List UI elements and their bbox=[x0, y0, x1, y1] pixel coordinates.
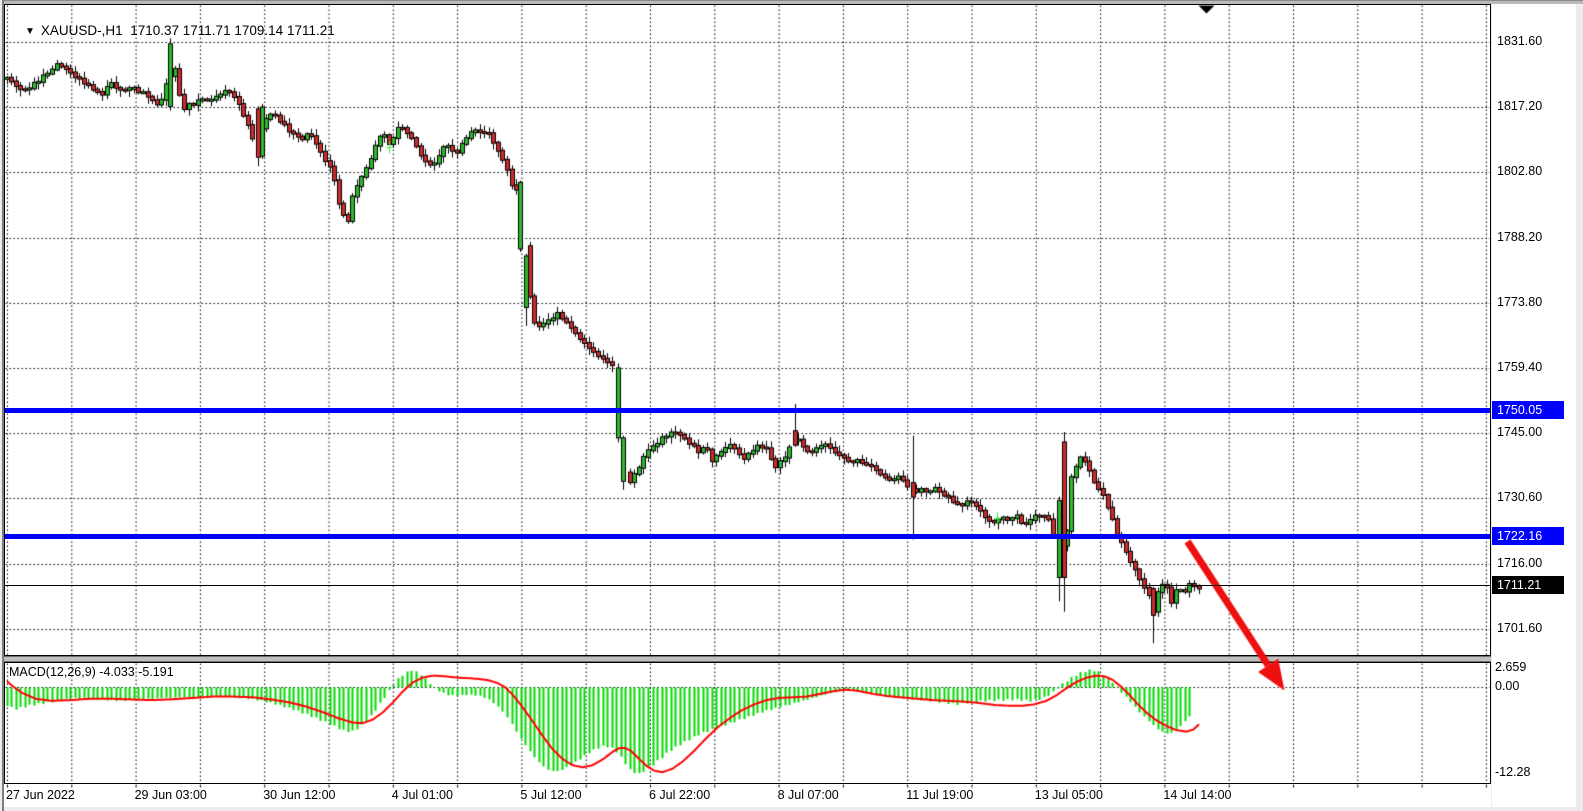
price-tick-label: 1788.20 bbox=[1497, 229, 1543, 244]
symbol-ohlc-overlay: ▼ XAUUSD-,H1 1710.37 1711.71 1709.14 1711… bbox=[10, 8, 335, 53]
resistance-line-1750[interactable] bbox=[5, 408, 1490, 413]
price-tick-label: 1745.00 bbox=[1497, 424, 1543, 439]
price-tick-label: 1831.60 bbox=[1497, 34, 1543, 48]
time-tick-label: 27 Jun 2022 bbox=[6, 788, 75, 802]
time-tick-label: 8 Jul 07:00 bbox=[777, 788, 839, 802]
ohlc-low: 1709.14 bbox=[234, 23, 284, 38]
time-tick-label: 30 Jun 12:00 bbox=[263, 788, 336, 802]
symbol-label: XAUUSD-,H1 bbox=[40, 23, 123, 38]
price-tick-label: 1701.60 bbox=[1497, 620, 1543, 635]
price-badge-1722: 1722.16 bbox=[1492, 527, 1564, 545]
macd-scale-zero-label: 0.00 bbox=[1495, 679, 1520, 693]
macd-scale-min-label: -12.28 bbox=[1495, 765, 1531, 779]
time-tick-label: 13 Jul 05:00 bbox=[1034, 788, 1103, 802]
ohlc-open: 1710.37 bbox=[130, 23, 180, 38]
price-badge-1750: 1750.05 bbox=[1492, 401, 1564, 419]
time-axis[interactable] bbox=[4, 784, 1491, 807]
macd-scale-max-label: 2.659 bbox=[1495, 660, 1527, 675]
price-tick-label: 1716.00 bbox=[1497, 555, 1543, 570]
time-tick-label: 6 Jul 22:00 bbox=[649, 788, 711, 802]
time-tick-label: 11 Jul 19:00 bbox=[906, 788, 974, 802]
support-line-1722[interactable] bbox=[5, 534, 1490, 539]
symbol-dropdown-icon[interactable]: ▼ bbox=[25, 26, 35, 37]
ohlc-close: 1711.21 bbox=[286, 23, 335, 38]
price-tick-label: 1730.60 bbox=[1497, 489, 1543, 504]
ohlc-high: 1711.71 bbox=[182, 23, 231, 38]
macd-indicator-label: MACD(12,26,9) -4.033 -5.191 bbox=[9, 665, 174, 679]
time-tick-label: 14 Jul 14:00 bbox=[1163, 788, 1232, 802]
price-tick-label: 1773.80 bbox=[1497, 294, 1543, 309]
macd-indicator-pane[interactable] bbox=[4, 662, 1491, 784]
current-price-line bbox=[5, 585, 1490, 586]
price-tick-label: 1759.40 bbox=[1497, 359, 1543, 374]
current-price-badge: 1711.21 bbox=[1492, 576, 1564, 594]
price-tick-label: 1802.80 bbox=[1497, 164, 1543, 178]
main-price-pane[interactable] bbox=[4, 4, 1491, 656]
time-tick-label: 5 Jul 12:00 bbox=[520, 788, 582, 802]
time-tick-label: 4 Jul 01:00 bbox=[391, 788, 453, 802]
price-tick-label: 1817.20 bbox=[1497, 99, 1543, 113]
time-tick-label: 29 Jun 03:00 bbox=[134, 788, 207, 802]
